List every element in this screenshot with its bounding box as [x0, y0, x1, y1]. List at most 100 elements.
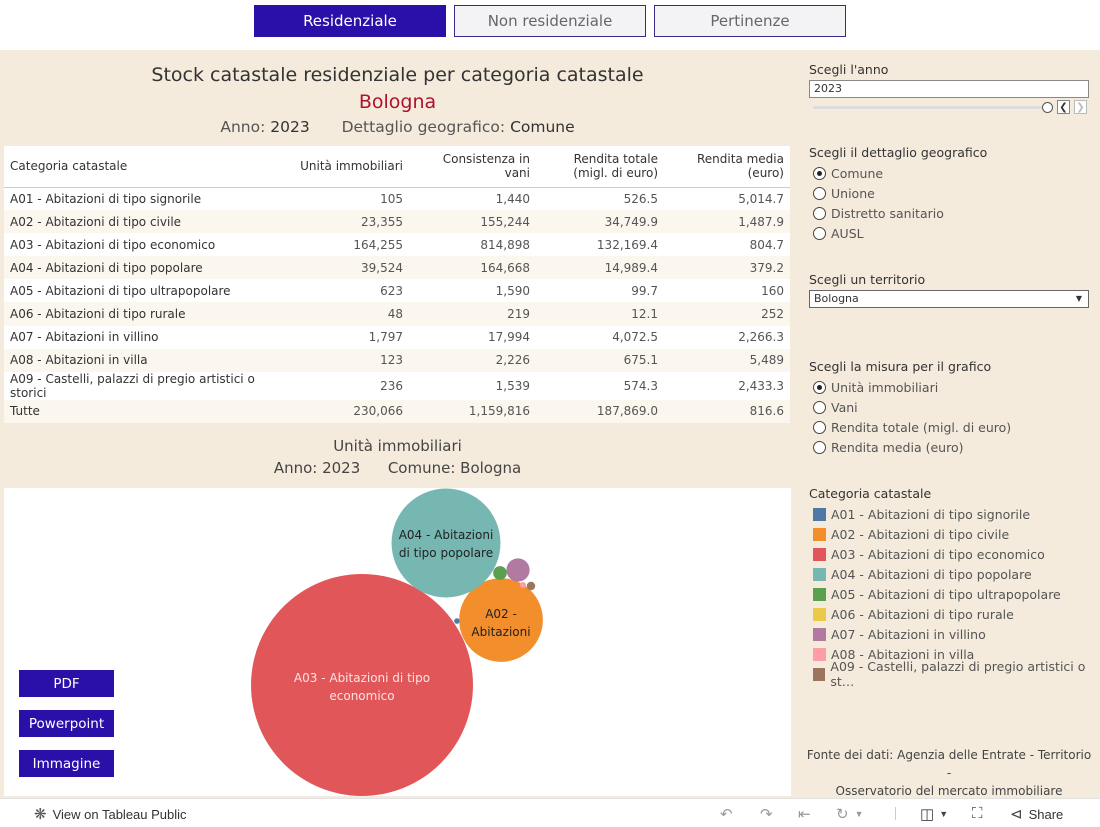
- radio-button-icon[interactable]: [813, 226, 826, 240]
- bubble-label-a02: Abitazioni: [471, 625, 530, 639]
- bubble-a07[interactable]: [506, 558, 530, 582]
- year-slider-handle[interactable]: [1042, 102, 1053, 113]
- radio-button-icon[interactable]: [813, 400, 826, 414]
- table-cell: 1,159,816: [409, 399, 536, 423]
- measure-option-label: Rendita totale (migl. di euro): [831, 419, 1012, 435]
- revert-button[interactable]: ⇤: [798, 805, 811, 823]
- table-cell: 252: [664, 302, 790, 326]
- measure-option[interactable]: Unità immobiliari: [813, 379, 938, 395]
- year-input[interactable]: 2023: [809, 80, 1089, 98]
- table-cell: 155,244: [409, 210, 536, 234]
- table-row[interactable]: A01 - Abitazioni di tipo signorile 105 1,4…: [4, 187, 790, 210]
- legend-swatch: [813, 507, 826, 521]
- territory-select[interactable]: Bologna ▼: [809, 290, 1089, 308]
- chart-place: Comune: Bologna: [387, 459, 522, 477]
- measure-option[interactable]: Rendita totale (migl. di euro): [813, 419, 1011, 435]
- year-prev-button[interactable]: ❮: [1057, 100, 1070, 114]
- bubble-a08[interactable]: [519, 581, 527, 589]
- chart-year: Anno: 2023: [273, 459, 361, 477]
- table-row[interactable]: A02 - Abitazioni di tipo civile 23,355 155…: [4, 210, 790, 234]
- table-header-row: Categoria catastale Unità immobiliari Co…: [4, 146, 790, 188]
- table-cell: A02 - Abitazioni di tipo civile: [4, 210, 294, 234]
- col-header-rendita-media[interactable]: Rendita media (euro): [664, 146, 790, 188]
- geo-option[interactable]: Distretto sanitario: [813, 205, 944, 221]
- source-line-1: Fonte dei dati: Agenzia delle Entrate - …: [806, 748, 1092, 780]
- table-cell: 164,668: [409, 256, 536, 280]
- image-button[interactable]: Immagine: [19, 750, 114, 777]
- legend-item[interactable]: A07 - Abitazioni in villino: [813, 626, 986, 642]
- tab-non-residenziale[interactable]: Non residenziale: [454, 5, 646, 37]
- city-title: Bologna: [358, 91, 437, 113]
- legend-label: A03 - Abitazioni di tipo economico: [831, 546, 1045, 562]
- col-header-unita[interactable]: Unità immobiliari: [294, 146, 409, 188]
- bubble-a02[interactable]: [459, 578, 543, 662]
- legend-item[interactable]: A06 - Abitazioni di tipo rurale: [813, 606, 1014, 622]
- bubble-a05[interactable]: [493, 566, 507, 580]
- bubble-a03[interactable]: [251, 574, 473, 796]
- powerpoint-button[interactable]: Powerpoint: [19, 710, 114, 737]
- geo-option[interactable]: Unione: [813, 185, 875, 201]
- redo-button[interactable]: ↷: [760, 805, 773, 823]
- radio-button-icon[interactable]: [813, 166, 826, 180]
- fullscreen-icon: ⛶: [972, 805, 983, 822]
- radio-button-icon[interactable]: [813, 440, 826, 454]
- data-source: Fonte dei dati: Agenzia delle Entrate - …: [804, 746, 1094, 800]
- legend-item[interactable]: A05 - Abitazioni di tipo ultrapopolare: [813, 586, 1061, 602]
- refresh-button[interactable]: ↻ ▼: [836, 805, 864, 823]
- share-button[interactable]: ⊲ Share: [1010, 805, 1063, 823]
- bubble-a01[interactable]: [454, 618, 460, 624]
- col-header-rendita-totale[interactable]: Rendita totale (migl. di euro): [536, 146, 664, 188]
- table-cell: 123: [294, 348, 409, 372]
- share-label: Share: [1028, 806, 1064, 822]
- radio-button-icon[interactable]: [813, 186, 826, 200]
- bubble-label-a03: economico: [329, 689, 394, 703]
- geo-option[interactable]: AUSL: [813, 225, 864, 241]
- legend-label: A02 - Abitazioni di tipo civile: [831, 526, 1010, 542]
- view-on-tableau-link[interactable]: ❋ View on Tableau Public: [34, 805, 187, 823]
- radio-button-icon[interactable]: [813, 380, 826, 394]
- table-row[interactable]: A04 - Abitazioni di tipo popolare 39,524 1…: [4, 256, 790, 280]
- year-next-button[interactable]: ❯: [1074, 100, 1087, 114]
- table-cell: A03 - Abitazioni di tipo economico: [10, 237, 216, 252]
- table-row[interactable]: A08 - Abitazioni in villa 123 2,226 675.1 5,…: [4, 348, 790, 372]
- col-header-vani[interactable]: Consistenza in vani: [409, 146, 536, 188]
- legend-label: A06 - Abitazioni di tipo rurale: [831, 606, 1014, 622]
- radio-button-icon[interactable]: [813, 420, 826, 434]
- tab-residenziale[interactable]: Residenziale: [254, 5, 446, 37]
- legend-item[interactable]: A09 - Castelli, palazzi di pregio artist…: [813, 659, 1100, 689]
- legend-item[interactable]: A08 - Abitazioni in villa: [813, 646, 974, 662]
- chevron-right-icon: ❯: [1076, 101, 1085, 113]
- radio-button-icon[interactable]: [813, 206, 826, 220]
- table-cell: 164,255: [353, 237, 403, 252]
- territory-select-value: Bologna: [814, 292, 859, 305]
- table-row[interactable]: A03 - Abitazioni di tipo economico 164,25…: [4, 233, 790, 256]
- bubble-a09[interactable]: [526, 581, 536, 591]
- table-row[interactable]: A05 - Abitazioni di tipo ultrapopolare 62…: [4, 279, 790, 302]
- table-row[interactable]: A09 - Castelli, palazzi di pregio artist…: [4, 372, 790, 400]
- device-layout-button[interactable]: ◫ ▼: [920, 805, 948, 823]
- table-cell: 230,066: [294, 399, 409, 423]
- pdf-button[interactable]: PDF: [19, 670, 114, 697]
- table-cell: 14,989.4: [536, 256, 664, 280]
- measure-option[interactable]: Rendita media (euro): [813, 439, 963, 455]
- tab-pertinenze[interactable]: Pertinenze: [654, 5, 846, 37]
- legend-item[interactable]: A04 - Abitazioni di tipo popolare: [813, 566, 1032, 582]
- legend-item[interactable]: A02 - Abitazioni di tipo civile: [813, 526, 1009, 542]
- table-row[interactable]: Tutte 230,066 1,159,816 187,869.0 816.6: [4, 399, 790, 423]
- measure-option[interactable]: Vani: [813, 399, 858, 415]
- table-cell: 105: [380, 191, 403, 206]
- col-header-categoria[interactable]: Categoria catastale: [4, 146, 294, 188]
- table-cell: 160: [761, 283, 784, 298]
- geo-option[interactable]: Comune: [813, 165, 883, 181]
- legend-item[interactable]: A03 - Abitazioni di tipo economico: [813, 546, 1045, 562]
- legend-item[interactable]: A01 - Abitazioni di tipo signorile: [813, 506, 1030, 522]
- table-row[interactable]: A07 - Abitazioni in villino 1,797 17,994 4,…: [4, 326, 790, 349]
- fullscreen-button[interactable]: ⛶: [972, 805, 983, 822]
- table-row[interactable]: A06 - Abitazioni di tipo rurale 48 219 12.1…: [4, 302, 790, 326]
- undo-button[interactable]: ↶: [720, 805, 733, 823]
- legend-label: A09 - Castelli, palazzi di pregio artist…: [830, 659, 1086, 689]
- data-table: Categoria catastale Unità immobiliari Co…: [4, 146, 790, 423]
- year-slider-track[interactable]: [813, 106, 1045, 109]
- bubble-a04[interactable]: [391, 488, 501, 598]
- table-cell: 1,797: [368, 330, 403, 345]
